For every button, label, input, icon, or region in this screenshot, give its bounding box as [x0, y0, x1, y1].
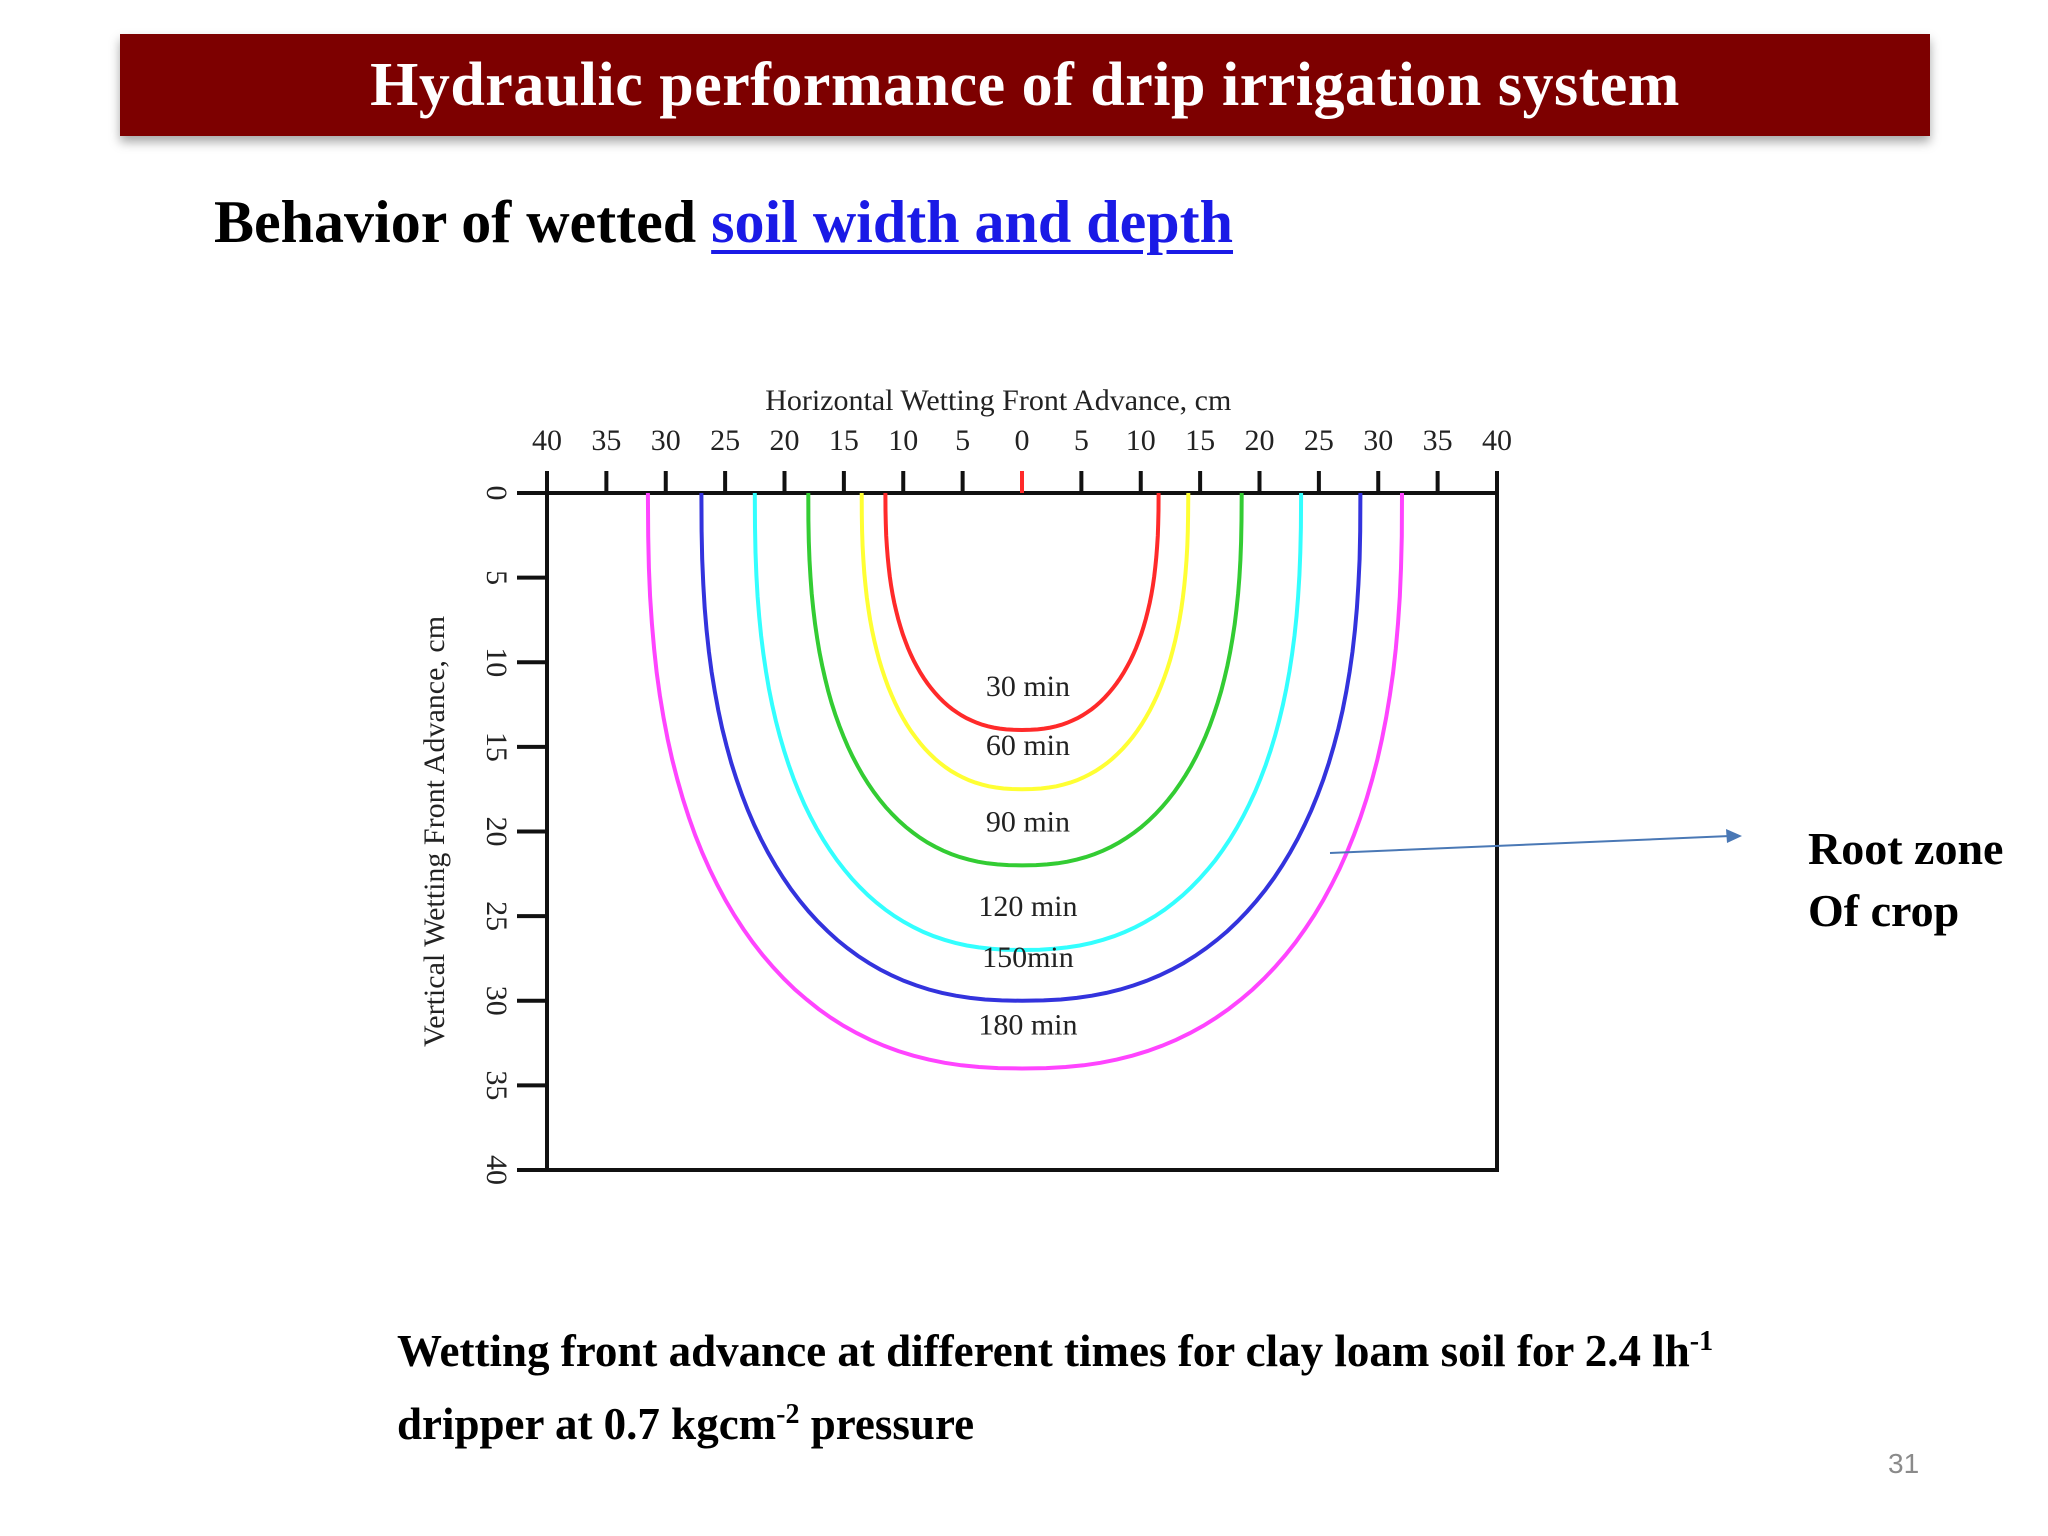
y-tick-label: 35 [480, 1070, 513, 1100]
page-number: 31 [1888, 1448, 1920, 1479]
x-tick-label: 15 [1185, 424, 1215, 457]
y-tick-label: 40 [480, 1155, 513, 1185]
caption-part1: Wetting front advance at different times… [397, 1326, 1690, 1376]
x-tick-label: 20 [1245, 424, 1275, 457]
x-tick-label: 5 [1074, 424, 1089, 457]
subtitle-prefix: Behavior of wetted [214, 189, 712, 255]
x-tick-label: 20 [770, 424, 800, 457]
caption-sup2: -2 [776, 1399, 800, 1430]
x-tick-label: 40 [1482, 424, 1512, 457]
x-tick-label: 0 [1015, 424, 1030, 457]
series-line [699, 492, 1363, 1003]
x-tick-label: 15 [829, 424, 859, 457]
series-label: 180 min [978, 1008, 1077, 1041]
x-tick-label: 10 [888, 424, 918, 457]
y-tick-label: 15 [480, 732, 513, 762]
y-tick-label: 10 [480, 647, 513, 677]
series-label: 30 min [986, 670, 1070, 703]
y-tick-label: 25 [480, 901, 513, 931]
x-tick-label: 10 [1126, 424, 1156, 457]
x-tick-label: 25 [1304, 424, 1334, 457]
x-tick-label: 30 [651, 424, 681, 457]
series-label: 90 min [986, 805, 1070, 838]
y-axis-label: Vertical Wetting Front Advance, cm [418, 616, 451, 1047]
figure-caption: Wetting front advance at different times… [397, 1310, 1957, 1456]
x-tick-label: 35 [591, 424, 621, 457]
root-zone-line1: Root zone [1808, 823, 2004, 874]
series-line [645, 492, 1404, 1071]
y-tick-label: 5 [480, 570, 513, 585]
caption-part3: pressure [799, 1399, 975, 1449]
x-tick-label: 40 [532, 424, 562, 457]
x-tick-label: 5 [955, 424, 970, 457]
x-tick-label: 30 [1363, 424, 1393, 457]
series-line [883, 492, 1161, 733]
y-tick-label: 20 [480, 817, 513, 847]
caption-sup1: -1 [1689, 1326, 1714, 1357]
series-label: 60 min [986, 729, 1070, 762]
series-label: 120 min [978, 890, 1077, 923]
x-axis-label: Horizontal Wetting Front Advance, cm [765, 384, 1231, 417]
y-tick-label: 30 [480, 986, 513, 1016]
root-zone-line2: Of crop [1808, 885, 1960, 936]
subtitle-link[interactable]: soil width and depth [711, 189, 1234, 255]
series-line [859, 492, 1191, 792]
series-label: 150min [982, 941, 1074, 974]
slide-title: Hydraulic performance of drip irrigation… [370, 50, 1680, 119]
caption-part2: dripper at 0.7 kgcm [397, 1399, 777, 1449]
y-tick-label: 0 [480, 486, 513, 501]
series-line [752, 492, 1304, 953]
root-zone-arrow [1329, 829, 1742, 854]
series-line [806, 492, 1244, 868]
slide-subtitle: Behavior of wetted soil width and depth [214, 188, 1233, 257]
root-zone-label: Root zone Of crop [1808, 818, 2003, 942]
title-bar: Hydraulic performance of drip irrigation… [120, 34, 1930, 136]
x-tick-label: 35 [1423, 424, 1453, 457]
x-tick-label: 25 [710, 424, 740, 457]
